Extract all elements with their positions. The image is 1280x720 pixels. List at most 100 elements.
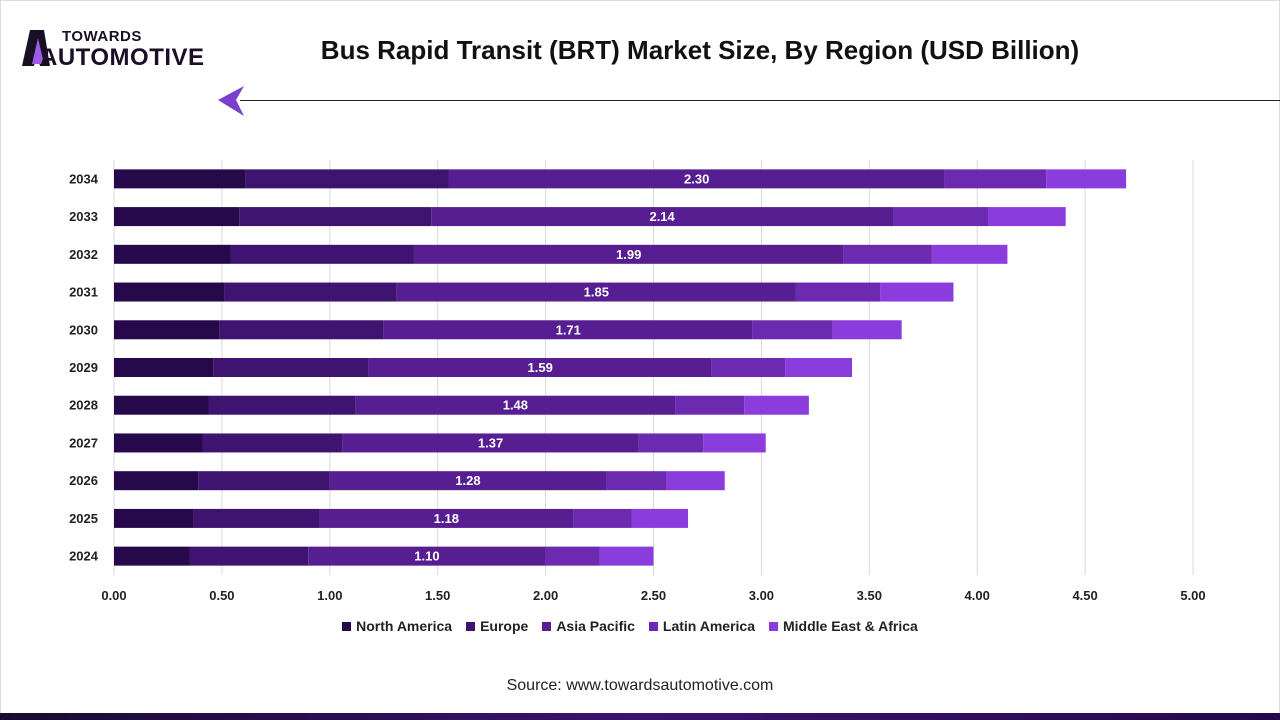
legend-swatch	[466, 621, 476, 631]
y-tick-label: 2031	[69, 285, 98, 300]
data-label: 1.59	[528, 360, 553, 375]
legend-label: Latin America	[662, 618, 755, 634]
legend-item: Latin America	[648, 618, 755, 634]
bar-segment	[114, 207, 240, 227]
legend-swatch	[342, 621, 352, 631]
y-tick-label: 2032	[69, 247, 98, 262]
bar-segment	[752, 320, 833, 340]
bar-segment	[880, 282, 954, 302]
y-tick-label: 2034	[69, 171, 99, 186]
bar-segment	[355, 395, 676, 415]
bar-segment	[202, 433, 343, 453]
bar-segment	[213, 358, 369, 377]
arrow-left-icon	[218, 86, 244, 116]
bar-segment	[744, 395, 809, 415]
x-tick-label: 0.00	[101, 588, 126, 603]
bar-segment	[431, 207, 894, 227]
x-tick-label: 3.50	[857, 588, 882, 603]
y-tick-label: 2028	[69, 398, 98, 413]
x-tick-label: 5.00	[1180, 588, 1205, 603]
bar-segment	[599, 546, 654, 566]
bar-segment	[606, 471, 667, 491]
bar-segment	[114, 546, 190, 566]
data-label: 1.71	[556, 322, 581, 337]
bar-segment	[631, 508, 689, 528]
bar-segment	[114, 508, 194, 528]
bar-segment	[711, 358, 786, 377]
logo-text-bottom: AUTOMOTIVE	[40, 44, 205, 71]
bar-segment	[383, 320, 753, 340]
y-tick-label: 2024	[69, 549, 99, 564]
bar-segment	[208, 395, 356, 415]
bar-segment	[448, 169, 945, 189]
y-tick-label: 2029	[69, 360, 98, 375]
bar-segment	[224, 282, 397, 302]
bar-segment	[785, 358, 853, 377]
x-tick-label: 1.00	[317, 588, 342, 603]
x-tick-label: 2.50	[641, 588, 666, 603]
bar-segment	[703, 433, 766, 453]
legend-swatch	[542, 621, 552, 631]
footer-band	[0, 713, 1280, 720]
data-label: 2.14	[649, 209, 675, 224]
logo-text-top: TOWARDS	[62, 28, 142, 45]
x-tick-label: 0.50	[209, 588, 234, 603]
legend-item: North America	[342, 618, 452, 634]
bar-segment	[893, 207, 988, 227]
bar-segment	[114, 471, 199, 491]
x-tick-label: 2.00	[533, 588, 558, 603]
x-tick-label: 3.00	[749, 588, 774, 603]
bar-segment	[342, 433, 639, 453]
bar-segment	[795, 282, 881, 302]
bar-segment	[413, 244, 844, 264]
legend-item: Europe	[466, 618, 528, 634]
x-tick-label: 4.50	[1072, 588, 1097, 603]
bar-segment	[368, 358, 712, 377]
chart-title: Bus Rapid Transit (BRT) Market Size, By …	[320, 35, 1080, 65]
bar-segment	[189, 546, 309, 566]
bar-segment	[329, 471, 607, 491]
bar-segment	[193, 508, 320, 528]
logo-mark-icon	[22, 30, 50, 66]
data-label: 2.30	[684, 171, 709, 186]
bar-segment	[114, 282, 225, 302]
bar-segment	[832, 320, 902, 340]
y-tick-label: 2030	[69, 322, 98, 337]
bar-segment	[1046, 169, 1127, 189]
source-text: Source: www.towardsautomotive.com	[506, 677, 774, 694]
bar-segment	[114, 358, 214, 377]
bar-segment	[987, 207, 1066, 227]
y-tick-label: 2027	[69, 435, 98, 450]
bar-segment	[308, 546, 546, 566]
legend: North America Europe Asia Pacific Latin Ame…	[0, 618, 1270, 634]
bar-segment	[545, 546, 600, 566]
bar-segment	[230, 244, 414, 264]
bar-segment	[931, 244, 1008, 264]
bar-segment	[396, 282, 796, 302]
legend-item: Asia Pacific	[542, 618, 635, 634]
legend-label: Asia Pacific	[556, 618, 635, 634]
x-tick-label: 4.00	[965, 588, 990, 603]
bar-segment	[843, 244, 932, 264]
legend-swatch	[648, 621, 658, 631]
data-label: 1.85	[584, 285, 609, 300]
legend-item: Middle East & Africa	[769, 618, 918, 634]
bar-segment	[114, 395, 209, 415]
data-label: 1.48	[503, 398, 528, 413]
y-tick-label: 2033	[69, 209, 98, 224]
header-divider	[240, 100, 1280, 101]
legend-label: Middle East & Africa	[783, 618, 918, 634]
data-label: 1.99	[616, 247, 641, 262]
bar-segment	[114, 320, 220, 340]
x-tick-label: 1.50	[425, 588, 450, 603]
bar-segment	[239, 207, 432, 227]
bar-segment	[219, 320, 384, 340]
bar-segment	[114, 244, 231, 264]
y-tick-label: 2026	[69, 473, 98, 488]
bar-segment	[114, 433, 203, 453]
bar-segment	[675, 395, 745, 415]
data-label: 1.10	[414, 549, 439, 564]
legend-label: North America	[356, 618, 453, 634]
bar-segment	[638, 433, 704, 453]
